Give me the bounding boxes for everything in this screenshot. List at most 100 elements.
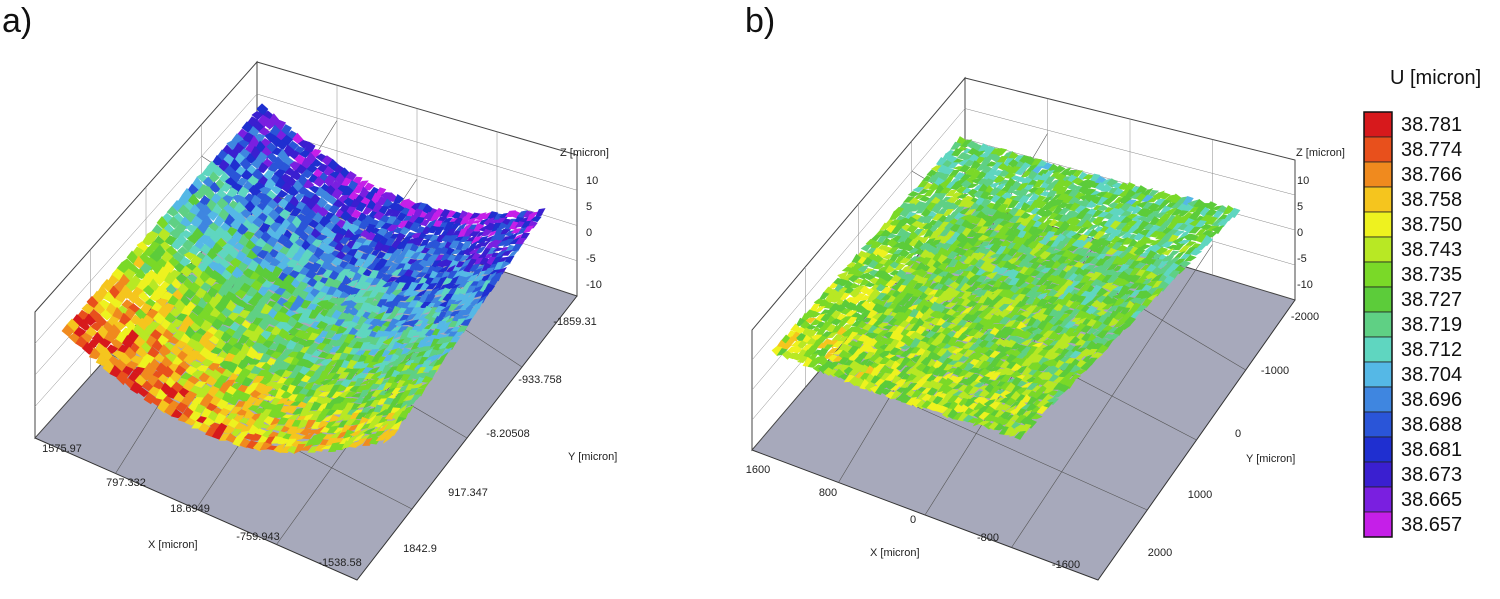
surface-cell bbox=[390, 267, 403, 277]
z-tick-label: 10 bbox=[1297, 175, 1309, 187]
surface-cell bbox=[258, 126, 271, 137]
surface-cell bbox=[461, 291, 473, 302]
surface-cell bbox=[952, 411, 964, 421]
surface-cell bbox=[302, 179, 315, 189]
surface-cell bbox=[939, 235, 952, 245]
surface-cell bbox=[1080, 325, 1093, 333]
surface-cell bbox=[182, 239, 195, 253]
surface-cell bbox=[909, 337, 922, 349]
surface-cell bbox=[864, 381, 876, 393]
surface-cell bbox=[370, 426, 382, 433]
surface-cell bbox=[1069, 344, 1082, 354]
surface-cell bbox=[355, 289, 367, 297]
surface-cell bbox=[461, 306, 474, 316]
surface-cell bbox=[352, 433, 365, 442]
surface-cell bbox=[373, 311, 386, 321]
surface-cell bbox=[309, 401, 322, 411]
surface-cell bbox=[923, 189, 936, 197]
surface-cell bbox=[229, 428, 243, 437]
surface-cell bbox=[1132, 228, 1145, 235]
surface-cell bbox=[152, 312, 166, 326]
surface-cell bbox=[158, 228, 171, 243]
surface-cell bbox=[972, 331, 985, 340]
surface-cell bbox=[462, 263, 475, 273]
surface-cell bbox=[973, 382, 986, 389]
surface-cell bbox=[283, 201, 296, 213]
surface-cell bbox=[283, 377, 295, 388]
surface-cell bbox=[1043, 176, 1056, 185]
surface-cell bbox=[1035, 278, 1048, 286]
y-tick-label: 1000 bbox=[1188, 489, 1212, 501]
surface-cell bbox=[323, 301, 335, 311]
surface-cell bbox=[481, 228, 493, 237]
surface-cell bbox=[355, 437, 368, 448]
surface-cell bbox=[951, 148, 963, 157]
surface-cell bbox=[956, 152, 969, 160]
surface-cell bbox=[382, 433, 395, 444]
surface-cell bbox=[407, 387, 419, 398]
surface-cell bbox=[386, 390, 399, 399]
surface-cell bbox=[988, 182, 1001, 189]
surface-cell bbox=[1035, 292, 1048, 300]
surface-cell bbox=[1042, 338, 1055, 346]
surface-cell bbox=[270, 436, 283, 444]
surface-cell bbox=[398, 295, 411, 302]
surface-cell bbox=[126, 292, 139, 304]
surface-cell bbox=[906, 224, 918, 234]
surface-cell bbox=[1044, 253, 1057, 261]
surface-cell bbox=[884, 264, 896, 274]
surface-cell bbox=[434, 347, 447, 355]
surface-cell bbox=[950, 141, 962, 150]
surface-cell bbox=[976, 305, 989, 312]
surface-cell bbox=[923, 293, 935, 301]
x-tick-label: 18.6949 bbox=[170, 503, 210, 515]
surface-cell bbox=[1007, 199, 1020, 209]
colorbar: U [micron] 38.781 38.774 38.766 38.758 38.750… bbox=[1363, 67, 1481, 538]
surface-cell bbox=[1025, 305, 1038, 315]
surface-cell bbox=[989, 372, 1001, 381]
colorbar-swatch bbox=[1363, 436, 1393, 463]
surface-cell bbox=[373, 210, 385, 221]
surface-cell bbox=[355, 201, 367, 212]
surface-cell bbox=[232, 435, 245, 447]
surface-cell bbox=[1128, 274, 1141, 284]
surface-cell bbox=[356, 296, 369, 303]
surface-cell bbox=[222, 316, 235, 327]
surface-cell bbox=[404, 249, 416, 258]
surface-cell bbox=[1032, 179, 1045, 189]
surface-cell bbox=[340, 210, 352, 222]
surface-cell bbox=[962, 356, 975, 365]
surface-cell bbox=[1077, 178, 1090, 188]
surface-cell bbox=[454, 318, 466, 329]
surface-cell bbox=[877, 322, 889, 330]
surface-cell bbox=[216, 398, 229, 412]
surface-cell bbox=[1070, 226, 1083, 232]
surface-cell bbox=[1047, 365, 1060, 376]
surface-cell bbox=[1189, 247, 1203, 256]
surface-cell bbox=[995, 190, 1007, 198]
surface-cell bbox=[951, 325, 963, 333]
surface-cell bbox=[893, 318, 905, 326]
surface-cell bbox=[1053, 355, 1066, 364]
surface-cell bbox=[299, 299, 312, 309]
surface-cell bbox=[1015, 387, 1028, 396]
surface-cell bbox=[462, 248, 475, 257]
colorbar-swatch bbox=[1363, 461, 1393, 488]
surface-cell bbox=[285, 405, 298, 415]
surface-cell bbox=[363, 246, 375, 255]
surface-cell bbox=[1057, 207, 1071, 215]
surface-cell bbox=[340, 177, 353, 187]
surface-cell bbox=[247, 223, 260, 234]
surface-cell bbox=[340, 379, 352, 388]
surface-cell bbox=[386, 312, 399, 320]
surface-cell bbox=[286, 426, 299, 435]
surface-cell bbox=[350, 371, 363, 382]
surface-cell bbox=[239, 157, 252, 172]
surface-cell bbox=[89, 322, 103, 332]
surface-cell bbox=[1132, 232, 1145, 241]
surface-cell bbox=[390, 341, 403, 352]
surface-cell bbox=[505, 210, 517, 217]
surface-cell bbox=[993, 231, 1006, 239]
surface-cell bbox=[1030, 306, 1044, 314]
surface-cell bbox=[840, 308, 852, 316]
